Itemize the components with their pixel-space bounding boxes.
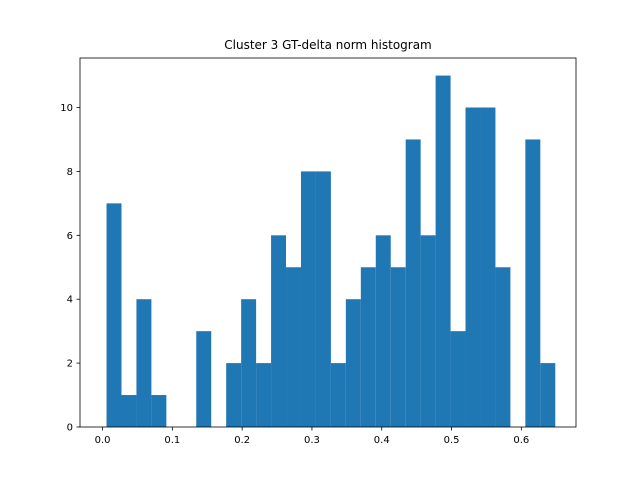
x-tick-label: 0.3 [304,435,320,446]
y-tick-label: 0 [67,423,73,434]
x-tick-label: 0.2 [234,435,250,446]
plot-frame [79,57,577,428]
histogram-bar [136,299,152,427]
histogram-bar [405,139,421,427]
chart-title: Cluster 3 GT-delta norm histogram [224,38,432,52]
histogram-bar [151,395,167,427]
histogram-bar [330,363,346,427]
x-axis: 0.0 0.1 0.2 0.3 0.4 0.5 0.6 [95,427,529,446]
x-tick-label: 0.1 [164,435,180,446]
histogram-bar [525,139,541,427]
x-tick-label: 0.4 [374,435,390,446]
histogram-bar [495,267,511,427]
histogram-bar [540,363,556,427]
histogram-bar [241,299,257,427]
x-tick-label: 0.0 [95,435,111,446]
histogram-bar [375,235,391,427]
histogram-bar [360,267,376,427]
histogram-bar [286,267,301,427]
y-tick-label: 4 [67,295,73,306]
histogram-bar [226,363,242,427]
y-tick-label: 6 [67,231,73,242]
y-tick-label: 10 [60,103,73,114]
histogram-bar [196,331,212,427]
histogram-bar [256,363,272,427]
histogram-bar [315,171,331,427]
histogram-bar [300,171,316,427]
histogram-bar [390,267,406,427]
histogram-bar [480,107,496,428]
histogram-bar [345,299,361,427]
y-tick-label: 8 [67,167,73,178]
histogram-bar [435,75,451,428]
histogram-bar [121,395,137,427]
bars-group [106,75,556,428]
histogram-bar [465,107,481,428]
histogram-bar [271,235,287,427]
histogram-bar [420,235,436,427]
y-axis: 0 2 4 6 8 10 [60,103,80,434]
histogram-bar [106,203,122,427]
x-tick-label: 0.5 [444,435,460,446]
y-tick-label: 2 [67,359,73,370]
histogram-bar [450,331,466,427]
x-tick-label: 0.6 [513,435,529,446]
